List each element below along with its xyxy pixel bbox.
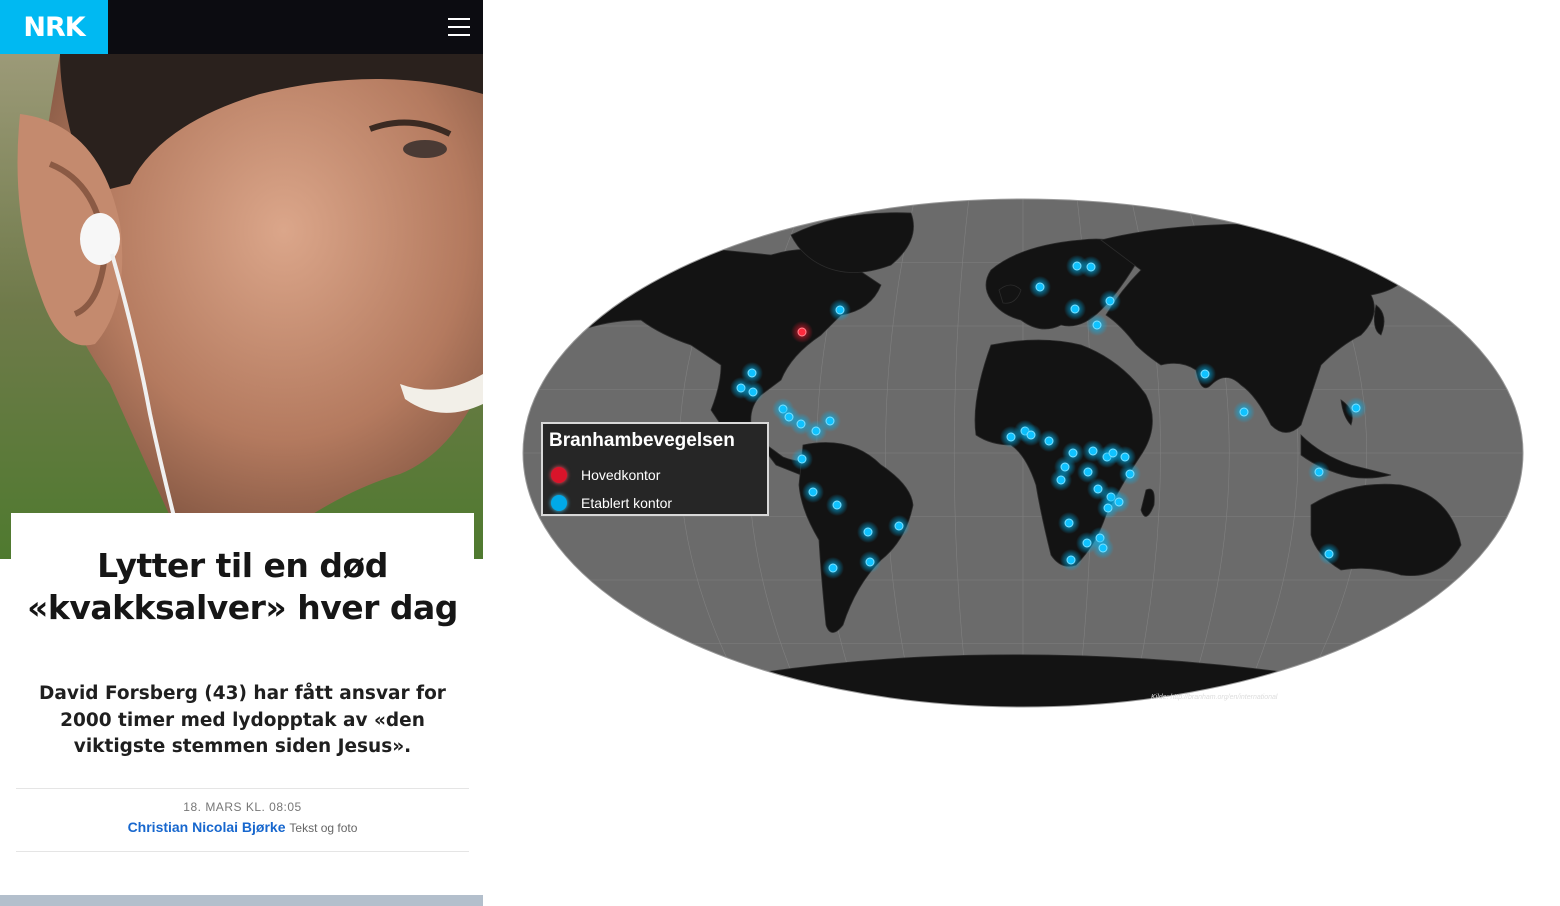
office-marker [1114, 497, 1124, 507]
office-marker [748, 387, 758, 397]
office-marker [832, 500, 842, 510]
office-marker [1239, 407, 1249, 417]
divider [16, 788, 469, 789]
divider [16, 851, 469, 852]
legend-item-established-office: Etablert kontor [551, 492, 672, 514]
office-marker [1064, 518, 1074, 528]
office-marker [1105, 296, 1115, 306]
red-dot-icon [551, 467, 567, 483]
office-marker [1026, 430, 1036, 440]
office-marker [1093, 484, 1103, 494]
office-marker [797, 454, 807, 464]
office-marker [1044, 436, 1054, 446]
author-link[interactable]: Christian Nicolai Bjørke [127, 819, 286, 835]
logo-text: NRK [23, 11, 85, 43]
headquarters-marker [797, 327, 807, 337]
article-headline: Lytter til en død «kvakksalver» hver dag [27, 546, 458, 627]
byline: Christian Nicolai Bjørke Tekst og foto [11, 819, 474, 835]
article-header-card: Lytter til en død «kvakksalver» hver dag… [11, 513, 474, 873]
office-marker [1098, 543, 1108, 553]
publish-date: 18. MARS KL. 08:05 [183, 800, 302, 814]
office-marker [1070, 304, 1080, 314]
office-marker [894, 521, 904, 531]
office-marker [747, 368, 757, 378]
office-marker [1324, 549, 1334, 559]
office-marker [1314, 467, 1324, 477]
blue-dot-icon [551, 495, 567, 511]
legend-item-headquarters: Hovedkontor [551, 464, 660, 486]
office-marker [825, 416, 835, 426]
office-marker [1068, 448, 1078, 458]
article-column: NRK [0, 0, 483, 906]
legend-label: Etablert kontor [581, 495, 673, 511]
office-marker [1092, 320, 1102, 330]
office-marker [835, 305, 845, 315]
office-marker [1035, 282, 1045, 292]
hamburger-menu-icon[interactable] [444, 14, 474, 40]
office-marker [808, 487, 818, 497]
author-role: Tekst og foto [289, 821, 358, 835]
legend-title: Branhambevegelsen [549, 430, 735, 451]
office-marker [1120, 452, 1130, 462]
office-marker [1351, 403, 1361, 413]
office-marker [1083, 467, 1093, 477]
legend-label: Hovedkontor [581, 467, 661, 483]
office-marker [796, 419, 806, 429]
office-marker [1086, 262, 1096, 272]
office-marker [1056, 475, 1066, 485]
top-navigation-bar: NRK [0, 0, 483, 54]
article-lead: David Forsberg (43) har fått ansvar for … [39, 683, 446, 757]
office-marker [1066, 555, 1076, 565]
office-marker [1088, 446, 1098, 456]
office-marker [865, 557, 875, 567]
office-marker [1125, 469, 1135, 479]
next-image-strip [0, 895, 483, 906]
office-marker [811, 426, 821, 436]
nrk-logo[interactable]: NRK [0, 0, 108, 54]
office-marker [828, 563, 838, 573]
office-marker [1006, 432, 1016, 442]
hero-image [0, 54, 483, 559]
map-source: Kilde: http://branham.org/en/internation… [1151, 694, 1278, 701]
map-legend: Branhambevegelsen Hovedkontor Etablert k… [541, 422, 769, 516]
office-marker [863, 527, 873, 537]
office-marker [1200, 369, 1210, 379]
office-marker [1072, 261, 1082, 271]
